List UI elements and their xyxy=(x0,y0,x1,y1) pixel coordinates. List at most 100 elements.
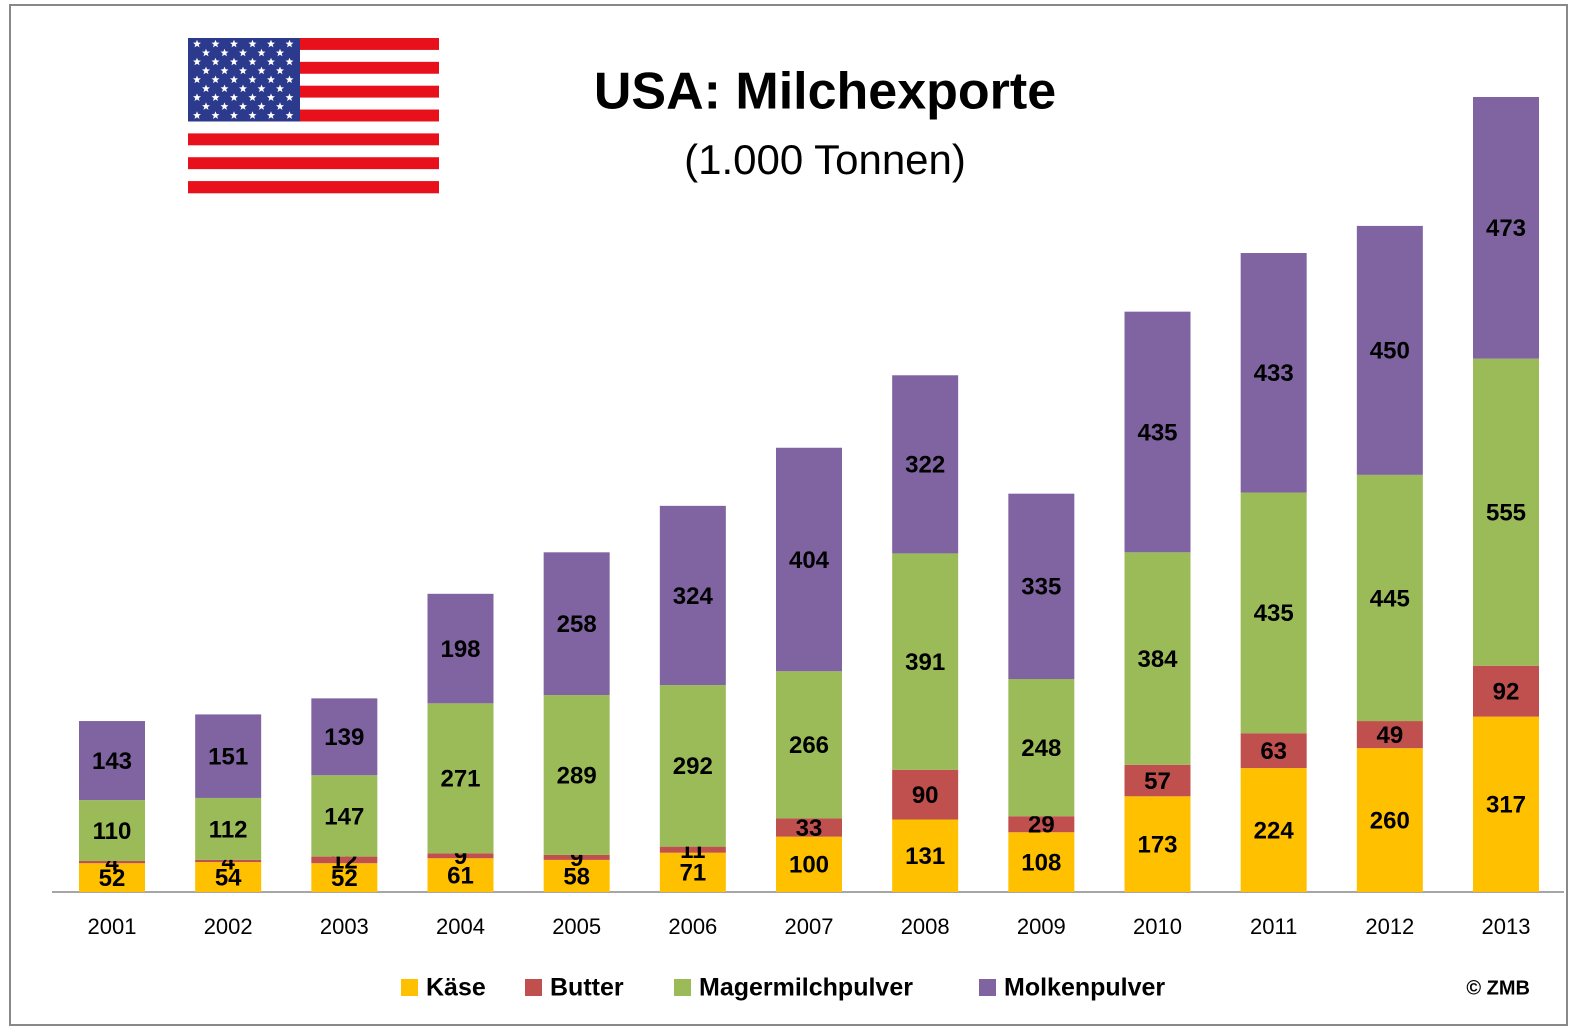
bar-segment xyxy=(1356,748,1423,892)
x-tick-label: 2012 xyxy=(1365,914,1414,939)
bar-segment xyxy=(311,775,378,857)
flag-star xyxy=(230,57,238,66)
flag-star xyxy=(239,66,247,75)
bar-segment xyxy=(427,858,494,892)
data-label: 61 xyxy=(447,862,474,889)
flag-star xyxy=(202,102,210,110)
data-label: 58 xyxy=(563,863,590,890)
data-label: 335 xyxy=(1021,574,1061,601)
data-label: 404 xyxy=(789,547,830,574)
x-tick-label: 2013 xyxy=(1482,914,1531,939)
x-tick-label: 2007 xyxy=(785,914,834,939)
bar-segment xyxy=(543,552,610,696)
data-label: 92 xyxy=(1493,679,1520,706)
bar-segment xyxy=(1240,492,1307,734)
bar-segment xyxy=(1473,358,1539,666)
data-label: 433 xyxy=(1254,360,1294,387)
bar-segment xyxy=(427,703,494,854)
flag-star xyxy=(276,48,284,57)
bar-segment xyxy=(1008,816,1075,833)
flag-star xyxy=(248,93,257,101)
data-label: 266 xyxy=(789,732,829,759)
flag-star xyxy=(257,102,266,110)
bar-segment xyxy=(776,818,842,837)
bar-segment xyxy=(311,863,378,892)
legend-label: Magermilchpulver xyxy=(699,974,913,1002)
bar-segment xyxy=(195,859,262,863)
x-tick-label: 2005 xyxy=(552,914,601,939)
data-label: 54 xyxy=(215,864,242,891)
flag-star xyxy=(267,93,275,101)
bar-segment xyxy=(659,852,726,892)
bar-segment xyxy=(1124,311,1191,553)
data-label: 33 xyxy=(796,815,823,842)
bar-segment xyxy=(311,856,378,864)
bar-segment xyxy=(79,861,145,864)
data-label: 248 xyxy=(1021,735,1061,762)
chart-title: USA: Milchexporte xyxy=(594,63,1056,121)
flag-star xyxy=(267,111,275,119)
flag-star xyxy=(193,75,201,84)
data-label: 198 xyxy=(440,636,480,663)
x-tick-label: 2004 xyxy=(436,914,485,939)
bar-segment xyxy=(195,797,262,860)
flag-star xyxy=(248,39,257,48)
flag-star xyxy=(257,66,266,75)
bar-segment xyxy=(1240,733,1307,769)
data-label: 292 xyxy=(673,753,713,780)
flag-star xyxy=(193,39,201,48)
flag-star xyxy=(193,111,201,119)
data-label: 317 xyxy=(1486,792,1526,819)
data-label: 57 xyxy=(1144,768,1171,795)
flag-star xyxy=(211,111,220,119)
flag-star xyxy=(276,84,284,93)
flag-star xyxy=(248,111,257,119)
flag-star xyxy=(193,57,201,66)
bar-segment xyxy=(892,553,959,770)
data-label: 110 xyxy=(93,818,132,845)
flag-stripe xyxy=(188,157,439,170)
x-tick-label: 2011 xyxy=(1250,914,1297,939)
flag-star xyxy=(248,57,257,66)
bar-segment xyxy=(776,671,842,819)
data-label: 435 xyxy=(1137,419,1177,446)
flag-star xyxy=(239,48,247,57)
bar-segment xyxy=(659,505,726,686)
flag-star xyxy=(239,102,247,110)
legend-swatch xyxy=(979,979,996,996)
bar-segment xyxy=(543,859,610,892)
flag-star xyxy=(202,48,210,57)
data-label: 435 xyxy=(1254,600,1294,627)
flag-star xyxy=(285,93,294,101)
bar-segment xyxy=(79,721,145,801)
data-label: 143 xyxy=(92,748,132,775)
data-label: 100 xyxy=(789,852,829,879)
bar-segment xyxy=(1008,832,1075,892)
chart-subtitle: (1.000 Tonnen) xyxy=(684,136,966,183)
bar-segment xyxy=(79,863,145,892)
bar-segment xyxy=(1124,552,1191,765)
bar-segment xyxy=(1124,796,1191,892)
data-label: 112 xyxy=(209,816,248,843)
data-label: 147 xyxy=(324,803,364,830)
flag-star xyxy=(230,75,238,84)
bar-segment xyxy=(311,698,378,776)
flag-star xyxy=(267,39,275,48)
bar-segment xyxy=(1473,716,1539,892)
data-label: 63 xyxy=(1260,738,1287,765)
flag-star xyxy=(202,84,210,93)
legend-swatch xyxy=(401,979,418,996)
flag-star xyxy=(211,57,220,66)
data-label: 108 xyxy=(1021,849,1061,876)
data-label: 90 xyxy=(912,782,939,809)
flag-stripe xyxy=(188,145,439,158)
bar-segment xyxy=(1008,493,1075,680)
bar-segment xyxy=(892,769,959,820)
flag-stripe xyxy=(188,181,439,194)
flag-star xyxy=(211,39,220,48)
flag-star xyxy=(285,39,294,48)
flag xyxy=(188,38,439,194)
flag-star xyxy=(230,93,238,101)
data-label: 260 xyxy=(1370,807,1410,834)
data-label: 258 xyxy=(557,611,597,638)
